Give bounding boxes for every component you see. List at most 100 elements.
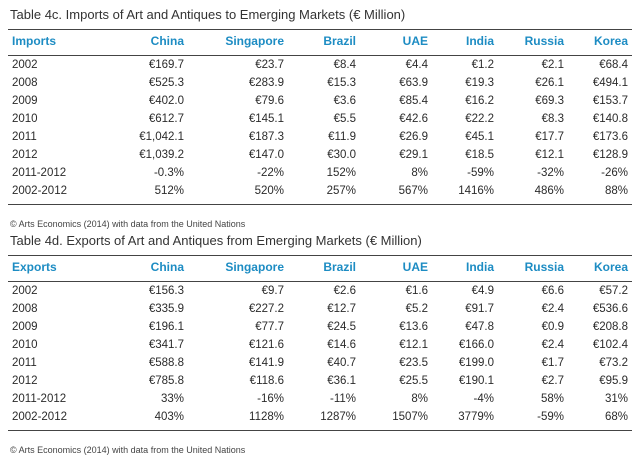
exports-table-title: Table 4d. Exports of Art and Antiques fr… (10, 233, 422, 248)
table-cell: €525.3 (148, 77, 184, 89)
table-cell: €57.2 (599, 285, 628, 297)
table-cell: €1.7 (541, 357, 564, 369)
table-cell: €13.6 (399, 321, 428, 333)
table-cell: €6.6 (541, 285, 564, 297)
table-cell: €40.7 (327, 357, 356, 369)
table-cell: €14.6 (327, 339, 356, 351)
table-cell: €26.9 (399, 131, 428, 143)
table-row: 2011 €1,042.1 €187.3 €11.9 €26.9 €45.1 €17.7 €1… (8, 128, 632, 146)
table-cell: €0.9 (541, 321, 564, 333)
exports-header-china: China (150, 260, 184, 274)
row-label: 2012 (12, 149, 38, 161)
table-cell: €45.1 (465, 131, 494, 143)
row-label: 2009 (12, 321, 38, 333)
table-cell: 3779% (458, 411, 494, 423)
table-cell: 68% (604, 411, 628, 423)
table-cell: €2.6 (333, 285, 356, 297)
table-row: 2010 €341.7 €121.6 €14.6 €12.1 €166.0 €2.4 €102… (8, 336, 632, 354)
table-cell: €12.1 (535, 149, 564, 161)
table-row: 2008 €525.3 €283.9 €15.3 €63.9 €19.3 €26.1 €494… (8, 74, 632, 92)
imports-table: Imports China Singapore Brazil UAE India… (8, 30, 632, 200)
table-cell: €12.7 (327, 303, 356, 315)
table-cell: €5.2 (405, 303, 428, 315)
table-cell: €341.7 (148, 339, 184, 351)
table-cell: 1416% (458, 185, 494, 197)
row-label: 2012 (12, 375, 38, 387)
table-cell: -22% (257, 167, 284, 179)
table-cell: -59% (467, 167, 494, 179)
table-cell: 88% (604, 185, 628, 197)
table-cell: €208.8 (592, 321, 628, 333)
row-label: 2002-2012 (12, 411, 67, 423)
exports-source-note: © Arts Economics (2014) with data from t… (10, 445, 246, 455)
table-cell: €73.2 (599, 357, 628, 369)
table-row: 2002-2012 512% 520% 257% 567% 1416% 486% 88% (8, 182, 632, 200)
table-row: 2012 €1,039.2 €147.0 €30.0 €29.1 €18.5 €12.1 €1… (8, 146, 632, 164)
table-cell: €102.4 (592, 339, 628, 351)
table-cell: €166.0 (458, 339, 494, 351)
imports-table-body: 2002 €169.7 €23.7 €8.4 €4.4 €1.2 €2.1 €68.4 200… (8, 52, 632, 200)
table-cell: €18.5 (465, 149, 494, 161)
table-cell: €588.8 (148, 357, 184, 369)
exports-table-body: 2002 €156.3 €9.7 €2.6 €1.6 €4.9 €6.6 €57.2 2008… (8, 278, 632, 426)
exports-header-singapore: Singapore (225, 260, 284, 274)
exports-header-korea: Korea (593, 260, 628, 274)
table-cell: €17.7 (535, 131, 564, 143)
table-cell: €5.5 (333, 113, 356, 125)
table-cell: €25.5 (399, 375, 428, 387)
table-row: 2011-2012 33% -16% -11% 8% -4% 58% 31% (8, 390, 632, 408)
table-cell: -32% (537, 167, 564, 179)
table-cell: €16.2 (465, 95, 494, 107)
imports-table-header: Imports China Singapore Brazil UAE India… (8, 30, 632, 52)
table-cell: 1507% (392, 411, 428, 423)
table-cell: 152% (326, 167, 356, 179)
exports-section: Table 4d. Exports of Art and Antiques fr… (8, 232, 632, 456)
table-cell: €23.5 (399, 357, 428, 369)
table-cell: €335.9 (148, 303, 184, 315)
row-label: 2011-2012 (12, 167, 67, 179)
imports-header-uae: UAE (402, 34, 428, 48)
row-label: 2011 (12, 357, 37, 369)
table-row: 2011-2012 -0.3% -22% 152% 8% -59% -32% -26% (8, 164, 632, 182)
exports-header-russia: Russia (524, 260, 564, 274)
table-cell: -4% (473, 393, 494, 405)
table-row: 2002-2012 403% 1128% 1287% 1507% 3779% -59% 68% (8, 408, 632, 426)
table-cell: €3.6 (333, 95, 356, 107)
table-cell: €190.1 (458, 375, 494, 387)
table-cell: €2.1 (541, 59, 564, 71)
table-cell: €4.4 (405, 59, 428, 71)
table-cell: €145.1 (248, 113, 284, 125)
table-cell: 520% (254, 185, 284, 197)
table-cell: €187.3 (248, 131, 284, 143)
table-cell: €199.0 (458, 357, 494, 369)
imports-header-rule (8, 55, 632, 56)
table-row: 2009 €196.1 €77.7 €24.5 €13.6 €47.8 €0.9 €208.8 (8, 318, 632, 336)
table-cell: €402.0 (148, 95, 184, 107)
table-cell: €22.2 (465, 113, 494, 125)
exports-header-brazil: Brazil (323, 260, 356, 274)
table-cell: €2.4 (541, 303, 564, 315)
imports-header-brazil: Brazil (323, 34, 356, 48)
table-row: 2002 €169.7 €23.7 €8.4 €4.4 €1.2 €2.1 €68.4 (8, 56, 632, 74)
row-label: 2011 (12, 131, 37, 143)
table-cell: €11.9 (328, 131, 356, 143)
table-cell: €173.6 (592, 131, 628, 143)
table-cell: €118.6 (249, 375, 284, 387)
table-cell: €8.4 (333, 59, 356, 71)
table-cell: €227.2 (248, 303, 284, 315)
row-label: 2011-2012 (12, 393, 67, 405)
table-cell: 512% (154, 185, 184, 197)
table-cell: 33% (160, 393, 184, 405)
table-cell: €47.8 (465, 321, 494, 333)
row-label: 2010 (12, 339, 38, 351)
table-cell: 1128% (249, 411, 284, 423)
table-cell: €36.1 (327, 375, 356, 387)
table-cell: €77.7 (255, 321, 284, 333)
row-label: 2009 (12, 95, 38, 107)
exports-header-india: India (465, 260, 494, 274)
table-cell: €29.1 (399, 149, 428, 161)
table-cell: €69.3 (535, 95, 564, 107)
table-cell: €785.8 (148, 375, 184, 387)
table-cell: €23.7 (255, 59, 284, 71)
